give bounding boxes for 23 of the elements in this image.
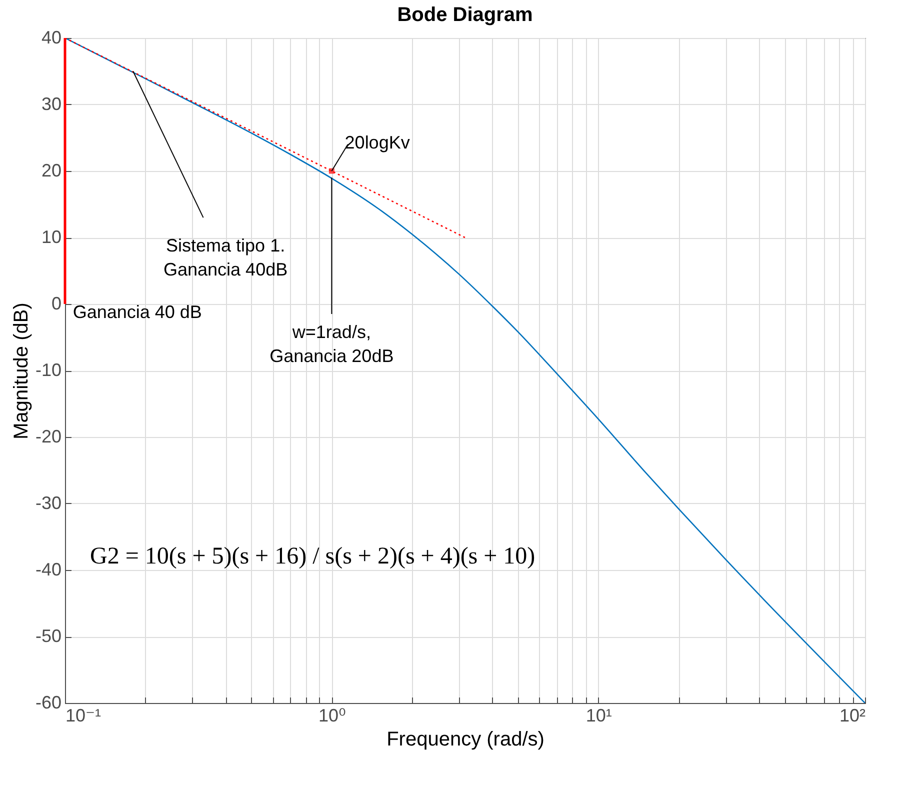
x-tick-label: 10⁻¹ xyxy=(66,706,102,726)
y-axis-title: Magnitude (dB) xyxy=(10,302,32,440)
y-tick-label: -30 xyxy=(35,493,62,513)
y-tick-label: 20 xyxy=(41,160,62,180)
x-axis-title: Frequency (rad/s) xyxy=(386,728,544,750)
y-tick-label: 10 xyxy=(41,227,62,247)
y-tick-label: -20 xyxy=(35,426,62,446)
y-tick-label: -60 xyxy=(35,692,62,712)
annotation: 20logKv xyxy=(344,132,410,152)
annotation: w=1rad/s, Ganancia 20dB xyxy=(270,322,394,366)
x-tick-label: 10² xyxy=(839,706,866,726)
annotation: Ganancia 40 dB xyxy=(72,302,202,322)
y-tick-label: -40 xyxy=(35,560,62,580)
chart-title: Bode Diagram xyxy=(397,4,533,26)
x-tick-label: 10⁰ xyxy=(318,706,346,726)
annotation: Sistema tipo 1. Ganancia 40dB xyxy=(164,236,288,280)
x-tick-label: 10¹ xyxy=(586,706,612,726)
y-tick-label: -50 xyxy=(35,626,62,646)
y-tick-label: 40 xyxy=(41,28,62,48)
y-tick-label: 30 xyxy=(41,94,62,114)
annotation: G2 = 10(s + 5)(s + 16) / s(s + 2)(s + 4)(s + 10) xyxy=(90,544,536,570)
y-tick-label: -10 xyxy=(35,360,62,380)
y-tick-label: 0 xyxy=(51,294,62,314)
